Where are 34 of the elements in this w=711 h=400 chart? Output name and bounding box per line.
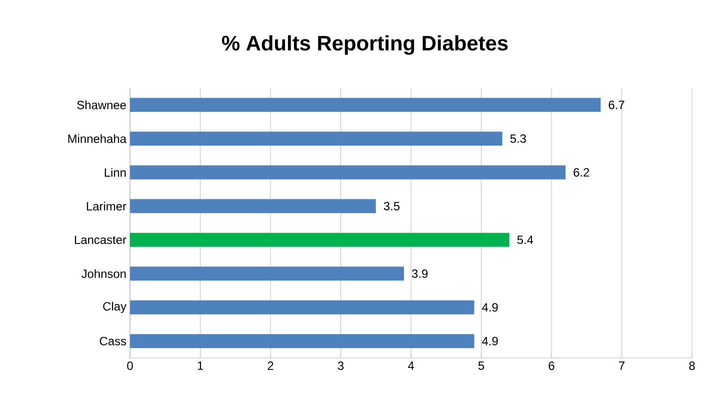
x-tick-label: 4 xyxy=(408,362,414,370)
bar xyxy=(130,132,502,146)
x-tick-label: 3 xyxy=(338,362,344,370)
y-tick-label: Lancaster xyxy=(74,236,126,244)
x-tick-label: 6 xyxy=(548,362,554,370)
chart-title: % Adults Reporting Diabetes xyxy=(222,35,508,55)
bar xyxy=(130,300,474,314)
y-tick-label: Cass xyxy=(100,336,126,346)
y-tick-label: Linn xyxy=(104,168,126,177)
bar xyxy=(130,334,474,348)
data-label: 5.4 xyxy=(517,236,534,244)
y-tick-label: Larimer xyxy=(86,202,126,211)
x-tick-label: 7 xyxy=(619,362,624,370)
bar xyxy=(130,165,566,180)
data-label: 3.9 xyxy=(412,269,428,278)
bar xyxy=(130,199,376,214)
y-tick-label: Johnson xyxy=(81,269,126,278)
x-tick-label: 2 xyxy=(268,362,274,370)
x-tick-label: 0 xyxy=(127,362,133,370)
bar xyxy=(130,98,601,112)
y-tick-label: Clay xyxy=(103,302,126,313)
bar xyxy=(130,232,510,247)
data-label: 6.2 xyxy=(574,168,590,177)
data-label: 4.9 xyxy=(482,336,498,346)
data-label: 6.7 xyxy=(608,100,624,110)
x-tick-label: 5 xyxy=(478,362,484,370)
data-label: 3.5 xyxy=(384,202,400,210)
x-tick-label: 8 xyxy=(689,362,695,370)
data-label: 4.9 xyxy=(482,303,498,312)
x-tick-label: 1 xyxy=(198,362,203,370)
bar xyxy=(130,266,404,281)
y-tick-label: Shawnee xyxy=(77,100,126,110)
y-tick-label: Minnehaha xyxy=(68,134,126,144)
data-label: 5.3 xyxy=(510,134,526,143)
